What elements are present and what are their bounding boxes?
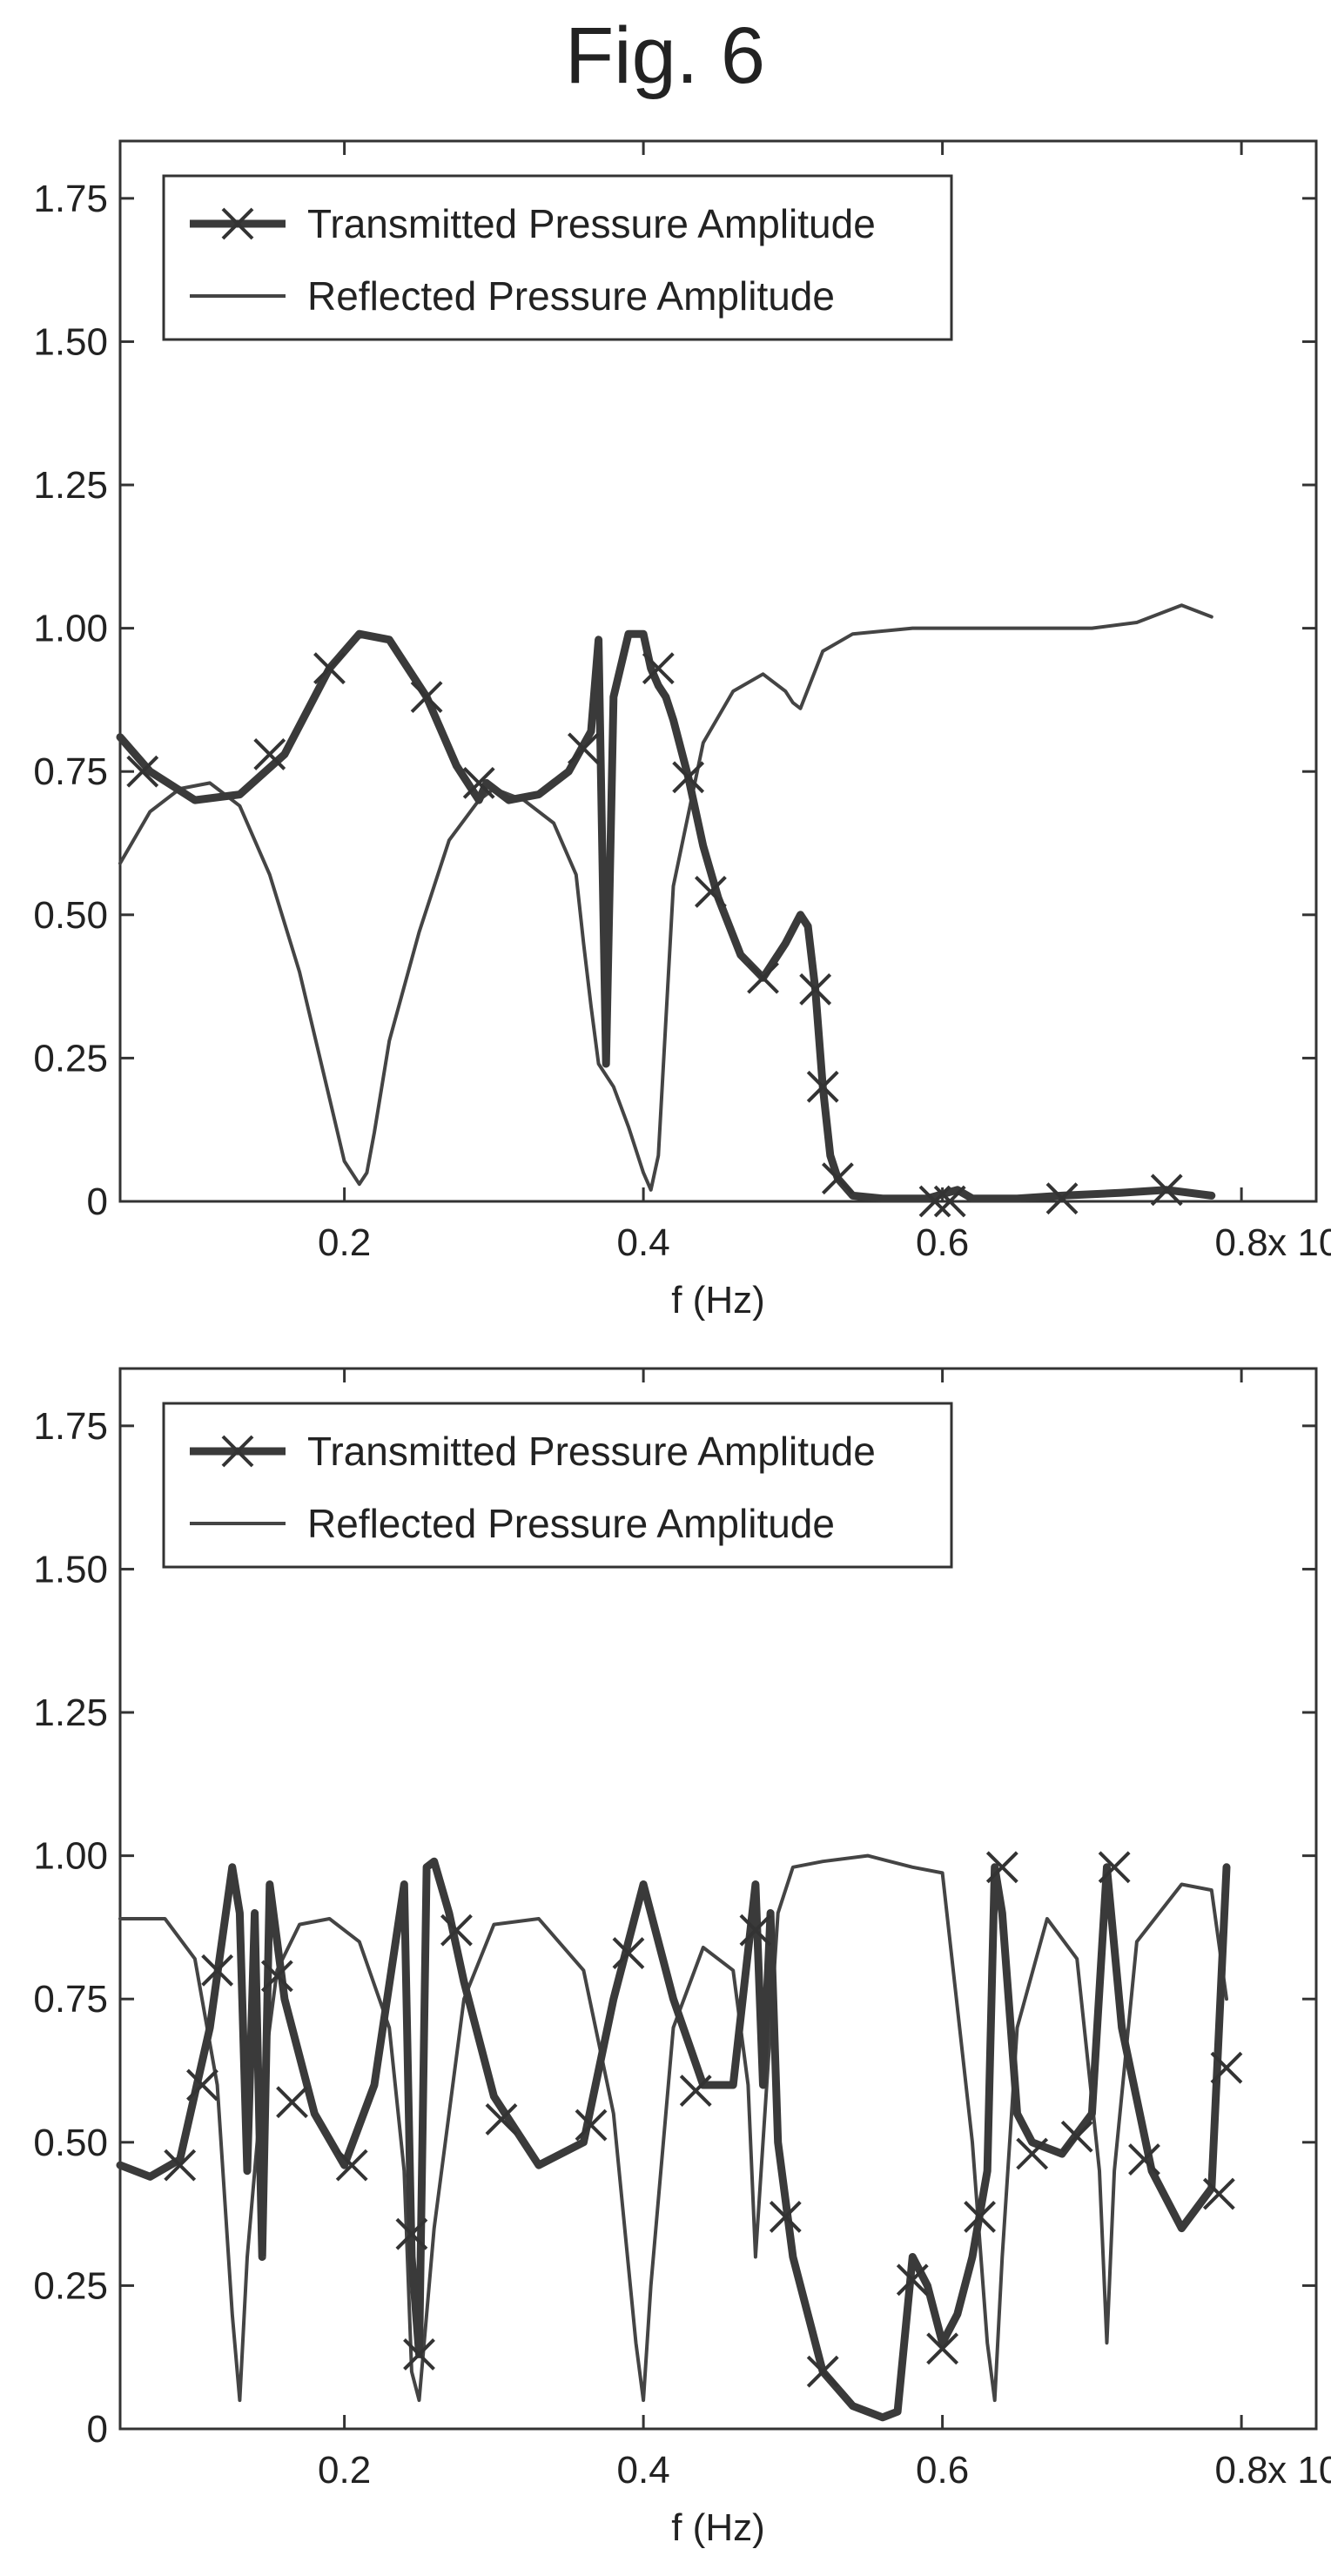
transmitted-marker bbox=[739, 1914, 772, 1947]
legend-box bbox=[162, 1402, 953, 1569]
transmitted-marker bbox=[485, 2103, 518, 2135]
transmitted-marker bbox=[926, 2332, 959, 2365]
transmitted-marker bbox=[1016, 2137, 1049, 2170]
legend-label-transmitted: Transmitted Pressure Amplitude bbox=[307, 201, 876, 246]
y-tick-label: 1.75 bbox=[33, 1405, 108, 1448]
y-tick-label: 0 bbox=[87, 2408, 108, 2451]
transmitted-marker bbox=[1128, 2143, 1160, 2176]
y-tick-label: 0.75 bbox=[33, 750, 108, 793]
plot-frame bbox=[118, 1367, 1318, 2431]
y-tick-label: 1.50 bbox=[33, 320, 108, 363]
y-tick-label: 0.25 bbox=[33, 2264, 108, 2307]
legend-marker-transmitted bbox=[221, 207, 254, 240]
transmitted-marker bbox=[679, 2075, 712, 2107]
plot-frame bbox=[118, 139, 1318, 1203]
transmitted-marker bbox=[1045, 1182, 1079, 1215]
transmitted-marker bbox=[933, 1185, 966, 1218]
transmitted-series-line bbox=[116, 629, 1216, 1203]
x-tick-label: 0.4 bbox=[617, 2449, 670, 2492]
y-tick-label: 1.75 bbox=[33, 178, 108, 220]
y-tick-label: 0.50 bbox=[33, 2122, 108, 2164]
transmitted-marker bbox=[440, 1914, 473, 1947]
x-tick-label: 0.6 bbox=[916, 2449, 969, 2492]
x-tick-label: 0.4 bbox=[617, 1221, 670, 1264]
transmitted-marker bbox=[672, 761, 705, 794]
legend-box bbox=[162, 174, 953, 341]
legend: Transmitted Pressure Amplitude Reflected … bbox=[162, 174, 953, 341]
transmitted-marker bbox=[1098, 1851, 1131, 1884]
transmitted-marker bbox=[694, 876, 727, 908]
transmitted-marker bbox=[612, 1937, 645, 1969]
chart-top: 0 0.25 0.50 0.75 1.00 1.25 1.50 1.75 0.2 0.4 0.6 0.… bbox=[33, 139, 1331, 1322]
transmitted-marker bbox=[410, 681, 443, 714]
x-multiplier-label: x 10 bbox=[1267, 2449, 1331, 2492]
reflected-series-line bbox=[118, 603, 1213, 1192]
transmitted-marker bbox=[769, 2200, 802, 2233]
legend-label-reflected: Reflected Pressure Amplitude bbox=[307, 1501, 835, 1546]
transmitted-marker bbox=[335, 2149, 368, 2182]
transmitted-marker bbox=[575, 2109, 608, 2142]
transmitted-marker bbox=[568, 732, 600, 765]
transmitted-marker bbox=[1060, 2120, 1093, 2153]
transmitted-marker bbox=[186, 2068, 218, 2102]
y-tick-label: 1.50 bbox=[33, 1548, 108, 1591]
y-tick-label: 0 bbox=[87, 1180, 108, 1223]
x-tick-label: 0.2 bbox=[318, 2449, 371, 2492]
transmitted-marker bbox=[918, 1185, 951, 1218]
x-tick-label: 0.2 bbox=[318, 1221, 371, 1264]
legend-label-transmitted: Transmitted Pressure Amplitude bbox=[307, 1429, 876, 1474]
transmitted-series-line bbox=[116, 1857, 1231, 2422]
y-tick-label: 0.50 bbox=[33, 894, 108, 937]
transmitted-marker bbox=[747, 961, 779, 994]
y-tick-label: 1.00 bbox=[33, 1835, 108, 1878]
legend-label-reflected: Reflected Pressure Amplitude bbox=[307, 273, 835, 319]
x-tick-label: 0.8 bbox=[1215, 2449, 1268, 2492]
transmitted-marker bbox=[403, 2337, 435, 2371]
x-tick-label: 0.6 bbox=[916, 1221, 969, 1264]
transmitted-marker bbox=[201, 1954, 234, 1987]
transmitted-marker bbox=[313, 652, 346, 685]
transmitted-marker bbox=[260, 1960, 293, 1993]
reflected-series-line bbox=[118, 1853, 1228, 2403]
transmitted-marker bbox=[821, 1162, 854, 1195]
x-axis-label: f (Hz) bbox=[671, 2506, 765, 2549]
transmitted-marker bbox=[253, 738, 286, 770]
transmitted-marker bbox=[1150, 1174, 1183, 1207]
x-multiplier-label: x 10 bbox=[1267, 1221, 1331, 1264]
transmitted-marker bbox=[164, 2149, 197, 2182]
transmitted-marker bbox=[896, 2263, 929, 2297]
legend-marker-transmitted bbox=[221, 1435, 254, 1468]
y-tick-label: 1.25 bbox=[33, 1692, 108, 1734]
transmitted-marker bbox=[126, 755, 159, 788]
y-tick-label: 0.25 bbox=[33, 1037, 108, 1079]
transmitted-marker bbox=[806, 2355, 839, 2388]
transmitted-marker bbox=[276, 2086, 308, 2119]
transmitted-marker bbox=[395, 2217, 428, 2250]
x-tick-label: 0.8 bbox=[1215, 1221, 1268, 1264]
y-tick-label: 1.00 bbox=[33, 608, 108, 650]
chart-bottom: 0 0.25 0.50 0.75 1.00 1.25 1.50 1.75 0.2 0.4 0.6 0.… bbox=[33, 1367, 1331, 2549]
transmitted-marker bbox=[642, 652, 675, 685]
transmitted-marker bbox=[462, 766, 495, 799]
transmitted-marker bbox=[1202, 2177, 1235, 2210]
transmitted-marker bbox=[985, 1851, 1018, 1884]
legend: Transmitted Pressure Amplitude Reflected … bbox=[162, 1402, 953, 1569]
x-axis-label: f (Hz) bbox=[671, 1279, 765, 1322]
transmitted-marker bbox=[964, 2200, 996, 2233]
transmitted-marker bbox=[806, 1070, 839, 1103]
transmitted-marker bbox=[1210, 2051, 1243, 2084]
transmitted-marker bbox=[799, 972, 832, 1006]
figure-title: Fig. 6 bbox=[565, 11, 765, 100]
y-tick-label: 1.25 bbox=[33, 464, 108, 507]
y-tick-label: 0.75 bbox=[33, 1978, 108, 2021]
